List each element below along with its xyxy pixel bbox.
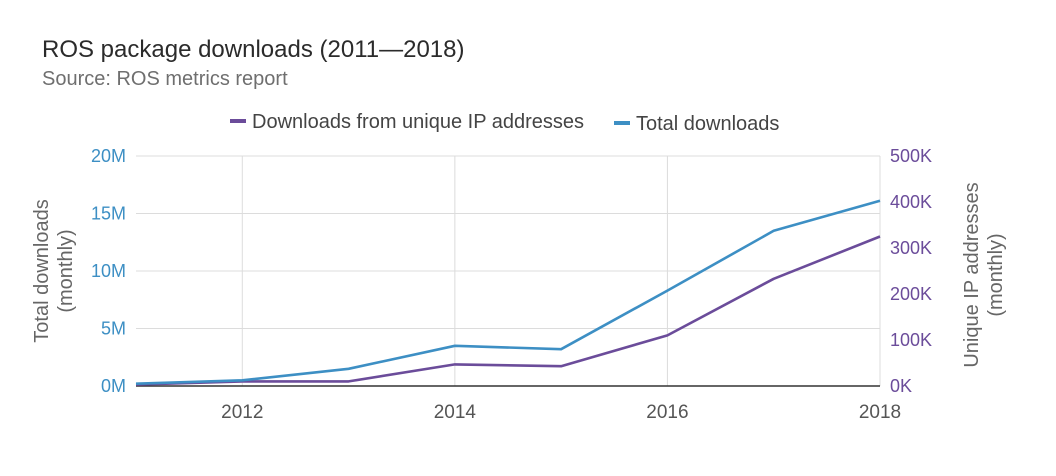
right-axis-tick-label: 200K [890, 284, 932, 304]
grid [136, 155, 881, 387]
series-line-unique-ip-downloads [135, 235, 881, 386]
legend-swatch [614, 121, 630, 125]
series-lines [135, 199, 881, 386]
left-axis-label-line: (monthly) [55, 229, 77, 312]
x-axis-tick-label: 2012 [221, 402, 263, 423]
left-axis-label-line: Total downloads [31, 199, 53, 342]
chart-subtitle: Source: ROS metrics report [42, 68, 288, 90]
x-axis-tick-label: 2016 [646, 402, 688, 423]
legend-label: Downloads from unique IP addresses [252, 111, 584, 133]
x-axis-tick-label: 2018 [859, 402, 901, 423]
legend-label: Total downloads [636, 113, 779, 135]
right-axis-label-line: (monthly) [985, 233, 1007, 316]
right-axis-tick-label: 100K [890, 330, 932, 350]
right-axis-tick-label: 300K [890, 238, 932, 258]
right-axis-tick-label: 400K [890, 192, 932, 212]
right-axis-tick-label: 0K [890, 376, 912, 396]
right-axis-label-line: Unique IP addresses [961, 182, 983, 367]
legend-swatch [230, 119, 246, 123]
x-axis-tick-label: 2014 [434, 402, 477, 423]
chart-title: ROS package downloads (2011—2018) [42, 36, 465, 63]
legend: Downloads from unique IP addresses Total … [230, 111, 779, 135]
left-axis-tick-label: 15M [91, 204, 126, 224]
left-axis-tick-label: 20M [91, 146, 126, 166]
left-axis-tick-label: 0M [101, 376, 126, 396]
left-axis-tick-label: 10M [91, 261, 126, 281]
right-axis-tick-label: 500K [890, 146, 932, 166]
right-axis-label: Unique IP addresses (monthly) [961, 182, 1007, 367]
axes: 0M 5M 10M 15M 20M 0K 100K 200K 300K 400K 500K 2012 2… [31, 146, 1007, 423]
series-line-total-downloads [135, 199, 881, 385]
left-axis-tick-label: 5M [101, 319, 126, 339]
left-axis-label: Total downloads (monthly) [31, 199, 77, 342]
